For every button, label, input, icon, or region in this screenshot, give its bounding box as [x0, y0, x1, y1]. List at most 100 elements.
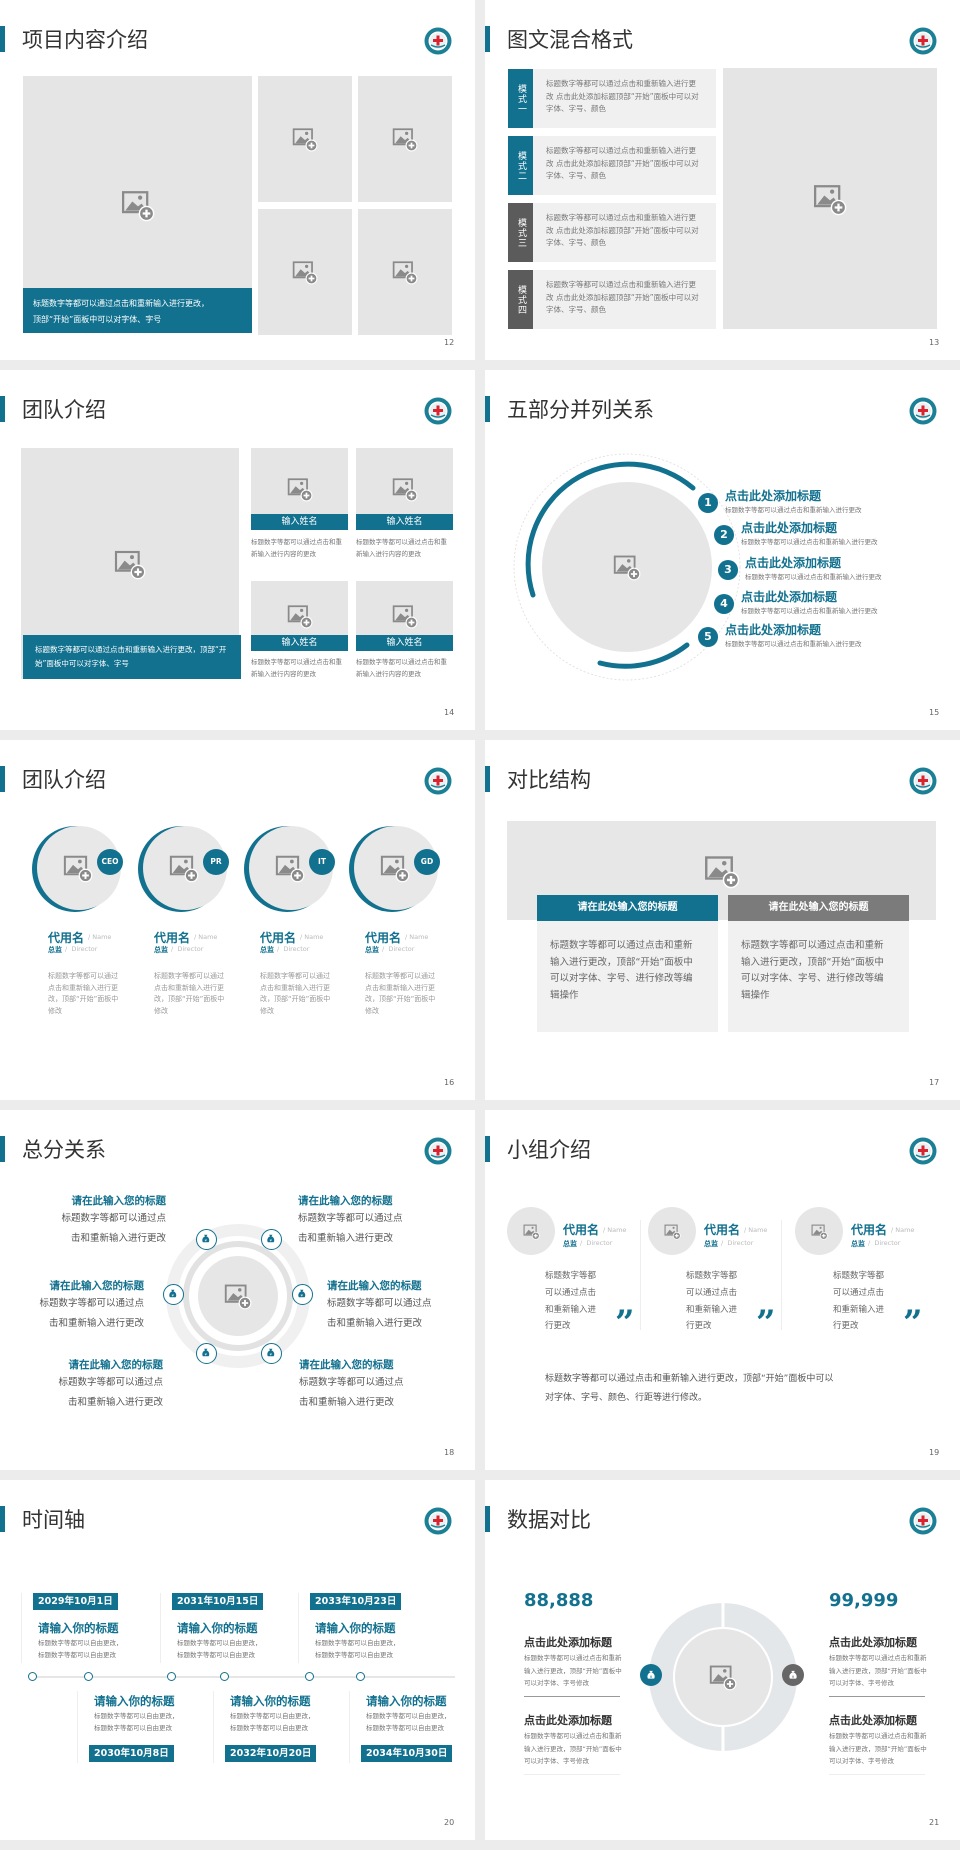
slide-title: 项目内容介绍	[22, 28, 148, 52]
title-accent-bar	[485, 396, 490, 422]
event-heading[interactable]: 请输入你的标题	[315, 1621, 396, 1635]
stat-text: 标题数字等都可以通过点击和重新输入进行更改，顶部“开始”面板中可以对字体、字号修…	[524, 1654, 622, 1687]
money-bag-icon: ¥	[195, 1342, 217, 1364]
money-hand-icon: ¥	[640, 1664, 662, 1686]
image-add-icon	[392, 259, 418, 285]
item-heading[interactable]: 点击此处添加标题	[741, 590, 838, 604]
item-heading[interactable]: 点击此处添加标题	[725, 489, 822, 503]
branch-heading[interactable]: 请在此输入您的标题	[327, 1280, 422, 1292]
mode-text: 标题数字等都可以通过点击和重新输入进行更改 点击此处添加标题顶部“开始”面板中可…	[546, 146, 699, 180]
divider	[524, 1696, 620, 1697]
page-number: 13	[929, 338, 940, 347]
slide-19[interactable]: 小组介绍 19 代用名 / Name 总监 / Director 标题数字等都 可以通过点击和…	[485, 1110, 960, 1470]
member-name: 输入姓名	[356, 635, 453, 651]
image-add-icon	[664, 1223, 681, 1240]
item-heading[interactable]: 点击此处添加标题	[725, 623, 822, 637]
branch-text: 击和重新输入进行更改	[48, 1317, 144, 1329]
mode-item[interactable]: 模式四 标题数字等都可以通过点击和重新输入进行更改 点击此处添加标题顶部“开始”面…	[508, 270, 716, 329]
timeline-node[interactable]	[356, 1672, 365, 1681]
title-accent-bar	[0, 766, 5, 792]
branch-text: 击和重新输入进行更改	[299, 1396, 395, 1408]
event-heading[interactable]: 请输入你的标题	[230, 1694, 311, 1708]
event-heading[interactable]: 请输入你的标题	[94, 1694, 175, 1708]
member-text: 行更改	[545, 1321, 571, 1332]
member-name: 输入姓名	[356, 514, 453, 530]
timeline-connector	[21, 1593, 22, 1663]
timeline-connector	[213, 1691, 214, 1763]
money-bag-icon: ¥	[291, 1283, 313, 1305]
slide-14[interactable]: 团队介绍 14 标题数字等都可以通过点击和重新输入进行更改，顶部“开始”面板中可以对…	[0, 370, 475, 730]
image-caption: 标题数字等都可以通过点击和重新输入进行更改，顶部“开始”面板中可以对字体、字号	[23, 635, 241, 679]
role-badge: PR	[203, 849, 229, 875]
member-name-en: / Name	[194, 933, 218, 941]
slide-20[interactable]: 时间轴 20 2029年10月1日 请输入你的标题 标题数字等都可以自由更改，标题数字等…	[0, 1480, 475, 1840]
stat-text: 标题数字等都可以通过点击和重新输入进行更改，顶部“开始”面板中可以对字体、字号修…	[524, 1732, 622, 1765]
branch-heading[interactable]: 请在此输入您的标题	[71, 1195, 167, 1207]
slide-16[interactable]: 团队介绍 16 CEO 代用名 / Name 总监 / Director 标题数字等都可以通过…	[0, 740, 475, 1100]
mode-item[interactable]: 模式一 标题数字等都可以通过点击和重新输入进行更改 点击此处添加标题顶部“开始”面…	[508, 69, 716, 128]
compare-heading[interactable]: 请在此处输入您的标题	[728, 895, 909, 921]
image-placeholder[interactable]	[723, 68, 937, 329]
timeline-node[interactable]	[28, 1672, 37, 1681]
mode-item[interactable]: 模式三 标题数字等都可以通过点击和重新输入进行更改 点击此处添加标题顶部“开始”面…	[508, 203, 716, 262]
summary-text: 对字体、字号、颜色、行距等进行修改。	[545, 1393, 708, 1403]
slide-15[interactable]: 五部分并列关系 15 1 点击此处添加标题 标题数字等都可以通过点击和重新输入进行更改 2…	[485, 370, 960, 730]
stat-heading[interactable]: 点击此处添加标题	[524, 1714, 612, 1727]
compare-heading[interactable]: 请在此处输入您的标题	[537, 895, 718, 921]
timeline-node[interactable]	[84, 1672, 93, 1681]
money-bag-icon: ¥	[195, 1228, 217, 1250]
branch-heading[interactable]: 请在此输入您的标题	[298, 1195, 393, 1207]
timeline-node[interactable]	[167, 1672, 176, 1681]
university-seal-logo	[424, 27, 452, 55]
member-photo[interactable]	[507, 1207, 555, 1255]
branch-heading[interactable]: 请在此输入您的标题	[68, 1359, 164, 1371]
stat-heading[interactable]: 点击此处添加标题	[829, 1714, 917, 1727]
timeline-node[interactable]	[220, 1672, 229, 1681]
title-accent-bar	[0, 26, 5, 52]
item-text: 标题数字等都可以通过点击和重新输入进行更改	[745, 573, 882, 581]
stat-heading[interactable]: 点击此处添加标题	[524, 1636, 612, 1649]
slide-18[interactable]: 总分关系 18 ¥ ¥ ¥ ¥ ¥ ¥ 请在此输入您的标题 标题数字等都可以通过点 击和重新输入进行…	[0, 1110, 475, 1470]
event-heading[interactable]: 请输入你的标题	[38, 1621, 119, 1635]
item-heading[interactable]: 点击此处添加标题	[745, 556, 842, 570]
branch-text: 标题数字等都可以通过点	[58, 1377, 163, 1388]
mode-text: 标题数字等都可以通过点击和重新输入进行更改 点击此处添加标题顶部“开始”面板中可…	[546, 79, 699, 113]
caption-line: 顶部“开始”面板中可以对字体、字号	[33, 315, 162, 324]
member-role: 总监	[154, 946, 168, 954]
image-caption: 标题数字等都可以通过点击和重新输入进行更改， 顶部“开始”面板中可以对字体、字号	[23, 288, 252, 333]
member-photo[interactable]	[795, 1207, 843, 1255]
mode-item[interactable]: 模式二 标题数字等都可以通过点击和重新输入进行更改 点击此处添加标题顶部“开始”面…	[508, 136, 716, 195]
branch-text: 标题数字等都可以通过点	[327, 1298, 432, 1309]
event-heading[interactable]: 请输入你的标题	[177, 1621, 258, 1635]
member-text: 可以通过点击	[833, 1287, 885, 1298]
image-placeholder[interactable]	[358, 209, 452, 335]
slide-17[interactable]: 对比结构 17 请在此处输入您的标题 标题数字等都可以通过点击和重新输入进行更改，顶部…	[485, 740, 960, 1100]
image-placeholder[interactable]	[358, 76, 452, 202]
member-name: 输入姓名	[251, 514, 348, 530]
timeline-connector	[298, 1593, 299, 1663]
member-role: 总监	[365, 946, 379, 954]
slide-13[interactable]: 图文混合格式 13 模式一 标题数字等都可以通过点击和重新输入进行更改 点击此处添加标…	[485, 0, 960, 360]
branch-heading[interactable]: 请在此输入您的标题	[299, 1359, 394, 1371]
image-placeholder[interactable]	[258, 76, 352, 202]
timeline-node[interactable]	[305, 1672, 314, 1681]
branch-heading[interactable]: 请在此输入您的标题	[49, 1280, 145, 1292]
branch-item: 请在此输入您的标题 标题数字等都可以通过点 击和重新输入进行更改	[299, 1357, 404, 1412]
slide-title: 五部分并列关系	[507, 398, 654, 422]
stat-heading[interactable]: 点击此处添加标题	[829, 1636, 917, 1649]
slide-title: 团队介绍	[22, 768, 106, 792]
svg-text:¥: ¥	[172, 1294, 175, 1298]
caption-line: 标题数字等都可以通过点击和重新输入进行更改，	[33, 299, 209, 308]
stat-text: 标题数字等都可以通过点击和重新输入进行更改，顶部“开始”面板中可以对字体、字号修…	[829, 1732, 927, 1765]
member-name: 代用名	[260, 931, 297, 945]
slide-12[interactable]: 项目内容介绍 12 标题数字等都可以通过点击和重新输入进行更改， 顶部“开始”面板中可…	[0, 0, 475, 360]
image-add-icon	[114, 548, 146, 580]
image-placeholder[interactable]	[258, 209, 352, 335]
event-heading[interactable]: 请输入你的标题	[366, 1694, 447, 1708]
role-badge: GD	[414, 849, 440, 875]
slide-21[interactable]: 数据对比 21 ¥ ¥88,888 点击此处添加标题 标题数字等都可以通过点击和重新输入进…	[485, 1480, 960, 1840]
item-heading[interactable]: 点击此处添加标题	[741, 521, 838, 535]
event-text: 标题数字等都可以自由更改，标题数字等都可以自由更改	[366, 1712, 451, 1732]
member-photo[interactable]	[648, 1207, 696, 1255]
member-name: 代用名	[851, 1223, 888, 1237]
